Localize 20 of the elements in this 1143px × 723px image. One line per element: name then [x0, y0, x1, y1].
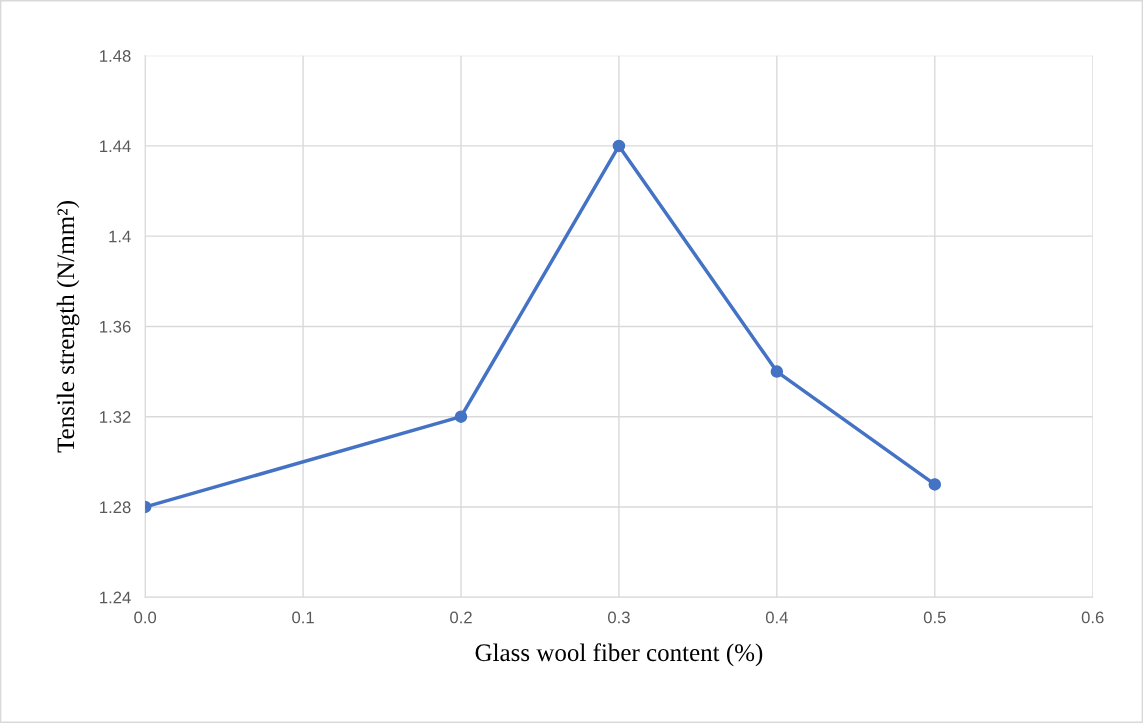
x-tick-label: 0.2: [450, 611, 472, 624]
x-tick-label: 0.1: [292, 611, 314, 624]
point: [770, 365, 784, 378]
x-axis-title: Glass wool fiber content (%): [475, 643, 763, 667]
y-tick-label: 1.48: [100, 50, 131, 62]
y-tick-label: 1.24: [100, 591, 131, 604]
y-axis-title: Tensile strength (N/mm²): [56, 201, 80, 453]
point: [612, 139, 626, 153]
x-tick-label: 0.0: [134, 611, 157, 624]
x-tick-label: 0.5: [923, 611, 946, 624]
point: [928, 478, 942, 491]
x-tick-label: 0.4: [765, 611, 788, 624]
point: [454, 410, 468, 423]
y-tick-label: 1.36: [100, 320, 131, 333]
y-tick-label: 1.28: [100, 501, 131, 514]
y-tick-label: 1.32: [100, 411, 131, 423]
y-tick-label: 1.4: [109, 230, 131, 243]
y-tick-label: 1.44: [100, 140, 131, 152]
x-tick-label: 0.6: [1081, 611, 1104, 624]
x-tick-label: 0.3: [608, 611, 630, 624]
